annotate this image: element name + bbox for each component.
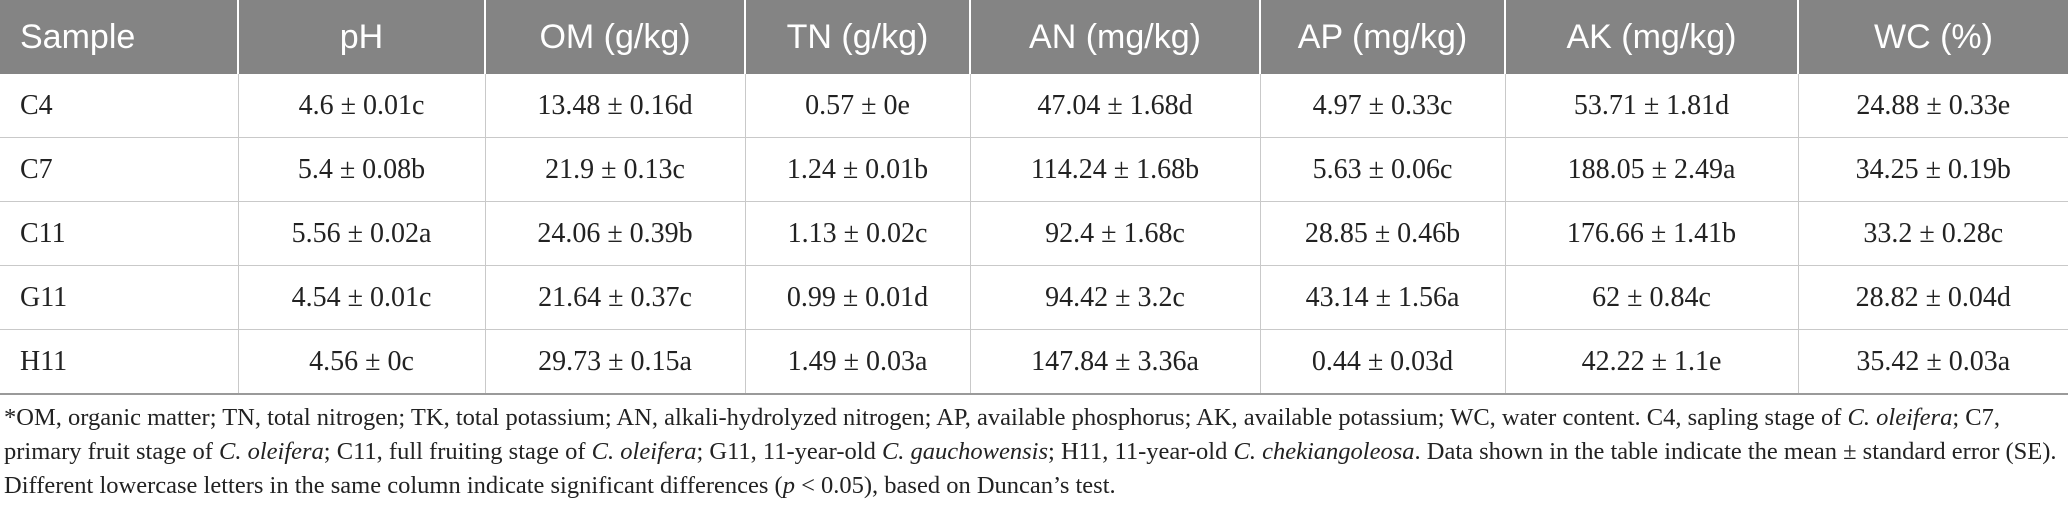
table-cell: 33.2 ± 0.28c	[1798, 201, 2068, 266]
footnote-text: ; C11, full fruiting stage of	[323, 438, 592, 465]
table-cell: 4.54 ± 0.01c	[238, 265, 486, 330]
footnote-species: C. chekiangoleosa	[1233, 438, 1415, 465]
table-cell: 0.57 ± 0e	[745, 74, 971, 138]
column-header-wc: WC (%)	[1798, 0, 2068, 74]
footnote-species: C. oleifera	[1847, 404, 1953, 431]
footnote-text: *OM, organic matter; TN, total nitrogen;…	[4, 404, 1848, 431]
column-header-tn: TN (g/kg)	[745, 0, 971, 74]
table-cell: 28.85 ± 0.46b	[1260, 201, 1506, 266]
column-header-ph: pH	[238, 0, 486, 74]
table-cell: 43.14 ± 1.56a	[1260, 265, 1506, 330]
table-cell: 1.24 ± 0.01b	[745, 137, 971, 202]
header-row: Sample pH OM (g/kg) TN (g/kg) AN (mg/kg)…	[0, 0, 2068, 74]
table-cell: 0.44 ± 0.03d	[1260, 329, 1506, 395]
table-cell: 0.99 ± 0.01d	[745, 265, 971, 330]
table-row: G11 4.54 ± 0.01c 21.64 ± 0.37c 0.99 ± 0.…	[0, 265, 2068, 330]
table-row: C4 4.6 ± 0.01c 13.48 ± 0.16d 0.57 ± 0e 4…	[0, 74, 2068, 138]
footnote-text: . Data shown in the table indicate the m…	[4, 438, 2057, 499]
table-cell: G11	[0, 265, 239, 330]
table-cell: 28.82 ± 0.04d	[1798, 265, 2068, 330]
table-cell: 5.63 ± 0.06c	[1260, 137, 1506, 202]
table-cell: 1.13 ± 0.02c	[745, 201, 971, 266]
footnote-text: ; H11, 11-year-old	[1048, 438, 1234, 465]
column-header-om: OM (g/kg)	[485, 0, 746, 74]
table-cell: 13.48 ± 0.16d	[485, 74, 746, 138]
table-cell: H11	[0, 329, 239, 395]
table-cell: 188.05 ± 2.49a	[1505, 137, 1799, 202]
table-cell: C4	[0, 74, 239, 138]
table-cell: 34.25 ± 0.19b	[1798, 137, 2068, 202]
column-header-ap: AP (mg/kg)	[1260, 0, 1506, 74]
table-cell: 92.4 ± 1.68c	[970, 201, 1261, 266]
footnote-text: < 0.05), based on Duncan’s test.	[794, 472, 1116, 499]
footnote-species: C. oleifera	[591, 438, 697, 465]
table-cell: 47.04 ± 1.68d	[970, 74, 1261, 138]
footnote-p-value: p	[782, 472, 795, 499]
table-footnote: *OM, organic matter; TN, total nitrogen;…	[0, 395, 2068, 503]
table-cell: 5.4 ± 0.08b	[238, 137, 486, 202]
table-cell: 176.66 ± 1.41b	[1505, 201, 1799, 266]
table-cell: 24.88 ± 0.33e	[1798, 74, 2068, 138]
table-cell: 21.64 ± 0.37c	[485, 265, 746, 330]
table-cell: 21.9 ± 0.13c	[485, 137, 746, 202]
table-cell: 62 ± 0.84c	[1505, 265, 1799, 330]
table-cell: 29.73 ± 0.15a	[485, 329, 746, 395]
column-header-sample: Sample	[0, 0, 239, 74]
table-row: H11 4.56 ± 0c 29.73 ± 0.15a 1.49 ± 0.03a…	[0, 329, 2068, 395]
table-cell: C11	[0, 201, 239, 266]
table-cell: 24.06 ± 0.39b	[485, 201, 746, 266]
table-cell: 42.22 ± 1.1e	[1505, 329, 1799, 395]
table-cell: C7	[0, 137, 239, 202]
table-cell: 35.42 ± 0.03a	[1798, 329, 2068, 395]
footnote-text: ; C7, primary fruit stage of	[4, 404, 2000, 465]
table-cell: 4.97 ± 0.33c	[1260, 74, 1506, 138]
footnote-species: C. gauchowensis	[881, 438, 1049, 465]
column-header-ak: AK (mg/kg)	[1505, 0, 1799, 74]
table-cell: 53.71 ± 1.81d	[1505, 74, 1799, 138]
table-cell: 1.49 ± 0.03a	[745, 329, 971, 395]
table-cell: 4.56 ± 0c	[238, 329, 486, 395]
table-cell: 147.84 ± 3.36a	[970, 329, 1261, 395]
table-cell: 94.42 ± 3.2c	[970, 265, 1261, 330]
table-figure: Sample pH OM (g/kg) TN (g/kg) AN (mg/kg)…	[0, 0, 2068, 503]
table-cell: 114.24 ± 1.68b	[970, 137, 1261, 202]
soil-properties-table: Sample pH OM (g/kg) TN (g/kg) AN (mg/kg)…	[0, 0, 2068, 395]
table-cell: 4.6 ± 0.01c	[238, 74, 486, 138]
footnote-text: ; G11, 11-year-old	[696, 438, 882, 465]
column-header-an: AN (mg/kg)	[970, 0, 1261, 74]
table-row: C11 5.56 ± 0.02a 24.06 ± 0.39b 1.13 ± 0.…	[0, 201, 2068, 266]
footnote-species: C. oleifera	[219, 438, 324, 465]
table-row: C7 5.4 ± 0.08b 21.9 ± 0.13c 1.24 ± 0.01b…	[0, 137, 2068, 202]
table-cell: 5.56 ± 0.02a	[238, 201, 486, 266]
